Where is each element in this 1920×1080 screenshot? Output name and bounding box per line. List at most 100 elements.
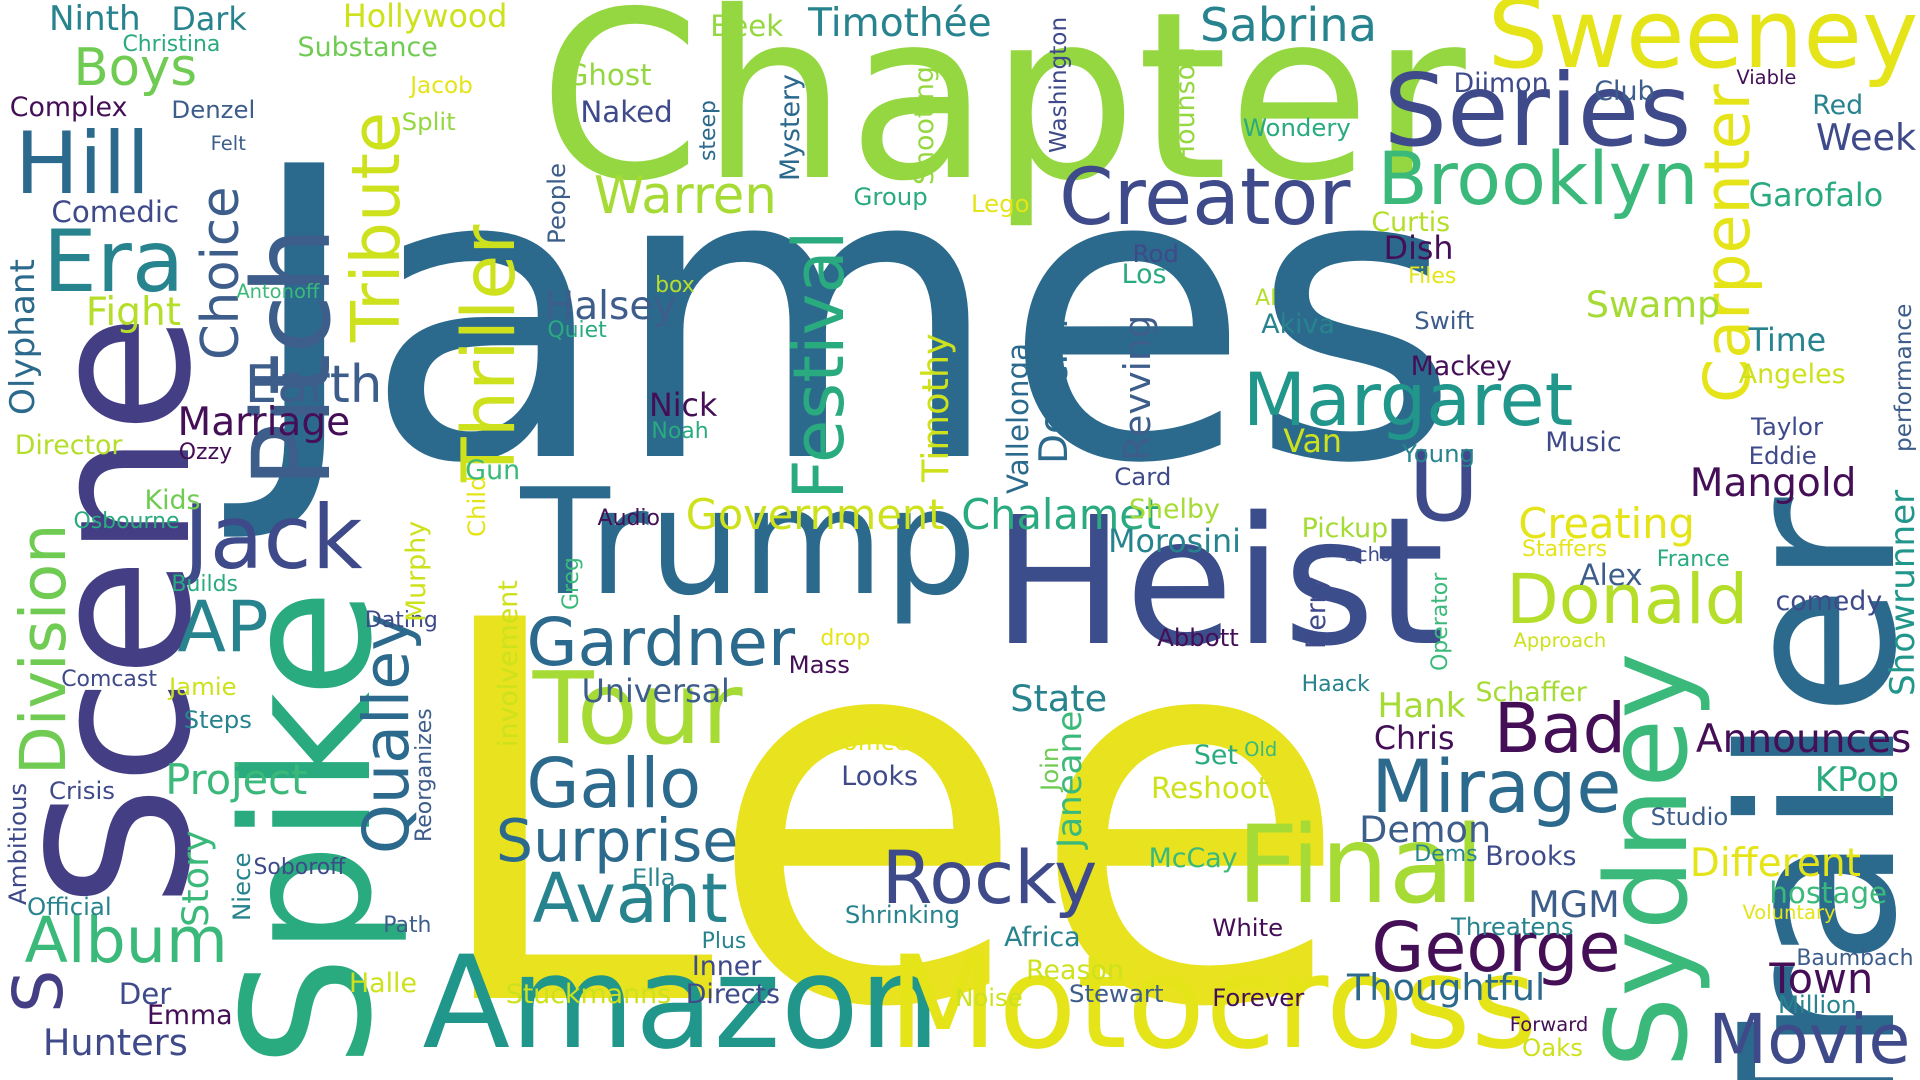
- word-looks: Looks: [841, 760, 919, 792]
- word-festival: Festival: [776, 230, 860, 501]
- word-complex: Complex: [9, 92, 128, 124]
- word-split: Split: [401, 106, 456, 136]
- word-revving: Revving: [1116, 315, 1160, 462]
- word-noise: Noise: [955, 983, 1023, 1013]
- word-halsey: Halsey: [544, 283, 677, 329]
- word-gun: Gun: [465, 454, 521, 486]
- word-margaret: Margaret: [1242, 357, 1574, 443]
- word-kpop: KPop: [1814, 759, 1900, 800]
- word-chris: Chris: [1373, 720, 1455, 757]
- word-warren: Warren: [593, 165, 777, 226]
- word-group: Group: [853, 182, 928, 212]
- word-noah: Noah: [651, 419, 709, 445]
- word-halle: Halle: [348, 968, 417, 1000]
- word-plus: Plus: [701, 929, 747, 955]
- word-shelby: Shelby: [1128, 493, 1220, 525]
- word-mystery: Mystery: [774, 73, 806, 181]
- word-path: Path: [383, 913, 432, 939]
- word-comedic: Comedic: [51, 194, 180, 229]
- word-involvement: involvement: [492, 580, 524, 747]
- word-tribute: Tribute: [336, 111, 415, 342]
- word-week: Week: [1815, 115, 1917, 159]
- word-era: Era: [42, 212, 185, 312]
- word-eddie: Eddie: [1748, 441, 1817, 471]
- word-series: Series: [1383, 52, 1692, 170]
- word-stuckmanns: Stuckmanns: [505, 979, 672, 1011]
- word-alex: Alex: [1579, 558, 1643, 593]
- word-djimon: Djimon: [1453, 67, 1549, 99]
- word-reason: Reason: [1026, 954, 1124, 986]
- word-ghost: Ghost: [565, 58, 652, 93]
- word-approach: Approach: [1513, 628, 1607, 652]
- word-set: Set: [1193, 740, 1238, 772]
- word-creating: Creating: [1518, 498, 1695, 548]
- word-files: Files: [1408, 264, 1457, 290]
- word-denzel: Denzel: [171, 94, 256, 124]
- word-steep: steep: [695, 100, 721, 162]
- word-ai: AI: [1255, 286, 1277, 311]
- word-creator: Creator: [1059, 152, 1351, 243]
- word-amazon: Amazon: [422, 928, 941, 1078]
- word-state: State: [1010, 676, 1108, 720]
- word-brooks: Brooks: [1485, 841, 1577, 873]
- word-dark: Dark: [171, 1, 247, 38]
- word-brooklyn: Brooklyn: [1377, 136, 1699, 222]
- word-story: Story: [173, 830, 217, 928]
- word-box: box: [655, 272, 695, 298]
- word-lego: Lego: [971, 188, 1030, 218]
- word-felt: Felt: [210, 132, 246, 156]
- word-osbourne: Osbourne: [73, 509, 180, 535]
- word-demon: Demon: [1359, 807, 1492, 851]
- word-jacob: Jacob: [410, 72, 473, 100]
- word-hollywood: Hollywood: [342, 0, 508, 36]
- word-stewart: Stewart: [1068, 979, 1164, 1009]
- word-mass: Mass: [788, 649, 850, 679]
- word-trump: Trump: [520, 456, 977, 628]
- word-showrunner: Showrunner: [1882, 489, 1920, 696]
- word-time: Time: [1748, 322, 1827, 359]
- word-marriage: Marriage: [177, 399, 351, 445]
- word-hounsou: Hounsou: [1170, 46, 1202, 165]
- word-hostage: hostage: [1769, 875, 1888, 910]
- word-france: France: [1656, 547, 1730, 573]
- word-curtis: Curtis: [1371, 206, 1451, 238]
- word-reshoot: Reshoot: [1151, 770, 1270, 805]
- word-dating: Dating: [364, 608, 438, 634]
- word-thoughtful: Thoughtful: [1346, 966, 1546, 1010]
- word-thriller: Thriller: [447, 224, 533, 483]
- word-antonoff: Antonoff: [236, 279, 320, 303]
- word-s: S: [0, 969, 80, 1013]
- word-dems: Dems: [1414, 842, 1478, 868]
- word-wondery: Wondery: [1242, 112, 1351, 142]
- word-niece: Niece: [227, 852, 257, 922]
- word-der: Der: [118, 976, 172, 1011]
- word-jamie: Jamie: [168, 671, 237, 701]
- word-oaks: Oaks: [1522, 1033, 1584, 1063]
- word-old: Old: [1244, 737, 1278, 761]
- word-performance: performance: [1889, 303, 1917, 452]
- word-sabrina: Sabrina: [1200, 0, 1377, 53]
- word-heist: Heist: [991, 479, 1445, 686]
- word-hank: Hank: [1377, 686, 1466, 727]
- word-earth: Earth: [244, 355, 383, 415]
- word-abbott: Abbott: [1157, 623, 1239, 653]
- word-comedy: comedy: [1775, 586, 1883, 618]
- word-forward: Forward: [1509, 1013, 1589, 1037]
- word-morosini: Morosini: [1108, 524, 1241, 561]
- word-motocross: Motocross: [887, 928, 1538, 1078]
- word-christina: Christina: [122, 32, 221, 58]
- word-ninth: Ninth: [48, 0, 141, 40]
- word-tour: Tour: [532, 649, 743, 767]
- word-audio: Audio: [597, 505, 660, 531]
- word-quiet: Quiet: [547, 317, 607, 343]
- word-dish: Dish: [1383, 231, 1454, 268]
- word-steps: Steps: [183, 704, 252, 734]
- word-shooting: Shooting: [909, 66, 941, 186]
- word-boys: Boys: [73, 37, 198, 98]
- word-qualley: Qualley: [349, 613, 424, 855]
- word-different: Different: [1689, 841, 1861, 887]
- word-division: Division: [6, 523, 81, 775]
- word-u: U: [1408, 430, 1480, 545]
- word-lee: Lee: [422, 511, 1352, 1080]
- word-school: School: [1344, 543, 1410, 567]
